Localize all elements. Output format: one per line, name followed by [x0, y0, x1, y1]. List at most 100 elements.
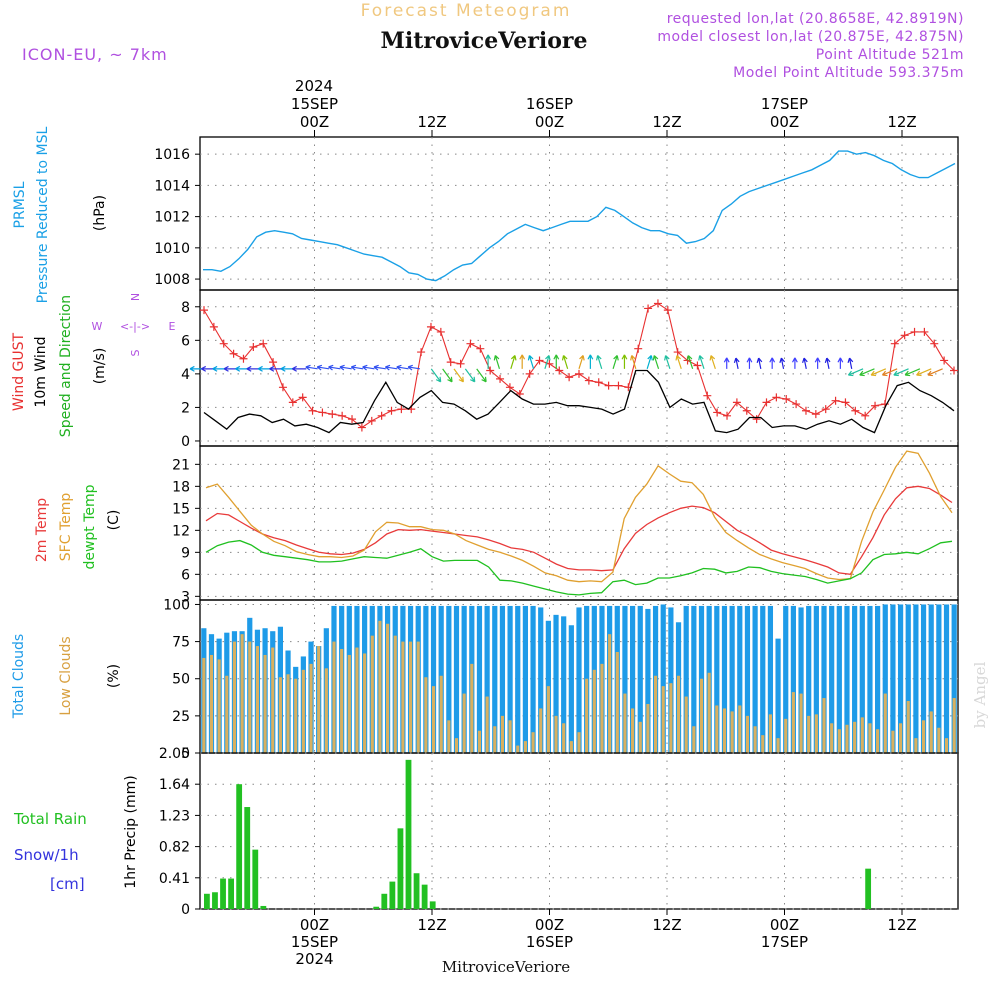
total-cloud-bar [760, 605, 766, 753]
low-cloud-bar [416, 641, 420, 753]
wind-direction-arrow [630, 355, 637, 370]
bottom-hour-label: 00Z [535, 916, 564, 934]
low-cloud-bar [424, 677, 428, 753]
total-cloud-bar [821, 605, 827, 753]
wind-direction-arrow [464, 368, 476, 383]
rain-bar [373, 906, 380, 909]
gust-marker [348, 415, 357, 424]
total-cloud-bar [430, 605, 437, 753]
y-tick-label: 0.82 [159, 840, 190, 856]
bottom-hour-label: 12Z [417, 916, 446, 934]
gust-marker [426, 322, 435, 331]
panel-frame [199, 136, 959, 291]
rain-bar [421, 884, 428, 909]
top-year-label: 2024 [295, 77, 333, 95]
rain-bar [865, 868, 872, 909]
wind-direction-arrow [519, 354, 526, 369]
low-cloud-bar [378, 620, 382, 753]
low-cloud-bar [860, 717, 864, 753]
gust-marker [496, 374, 505, 383]
low-cloud-bar [454, 738, 459, 753]
wind-direction-arrow [612, 355, 619, 370]
t2m-label: 2m Temp [34, 498, 50, 562]
wind-direction-arrow [578, 355, 585, 370]
low-cloud-bar [761, 735, 765, 753]
gust-marker [259, 339, 268, 348]
gust-marker [584, 376, 593, 385]
low-cloud-bar [608, 634, 612, 753]
model-altitude: Model Point Altitude 593.375m [733, 65, 964, 81]
temp-unit: (C) [106, 510, 122, 531]
compass-west: W [92, 320, 103, 333]
total-cloud-bar [729, 605, 735, 753]
wind-unit: (m/s) [92, 348, 108, 385]
panel-frame [199, 752, 959, 910]
wind-direction-arrow [698, 355, 705, 370]
bottom-date-label: 16SEP [526, 933, 573, 951]
wind-direction-arrow [893, 368, 909, 377]
low-cloud-bar [646, 703, 650, 753]
low-cloud-bar [730, 711, 734, 753]
top-hour-label: 12Z [417, 113, 446, 131]
gust-marker [663, 306, 672, 315]
low-cloud-bar [830, 723, 834, 753]
low-cloud-bar [232, 641, 237, 753]
top-hour-label: 00Z [535, 113, 564, 131]
gust-marker [229, 349, 238, 358]
total-cloud-bar [882, 604, 888, 753]
model-label: ICON-EU, ~ 7km [22, 45, 168, 64]
gust-marker [821, 405, 830, 414]
rain-bar [228, 878, 234, 909]
low-cloud-bar [462, 693, 466, 753]
low-cloud-bar [899, 723, 903, 753]
total-cloud-bar [813, 605, 819, 753]
wind-direction-arrow [305, 364, 318, 371]
wind-direction-arrow [646, 355, 653, 370]
gust-marker [436, 327, 445, 336]
cloud-panel: 0 25 50 75 100 [163, 597, 959, 762]
y-tick-label: 12 [172, 523, 190, 539]
low-cloud-bar [944, 738, 949, 753]
low-cloud-bar [370, 635, 374, 753]
total-cloud-bar [492, 605, 498, 753]
total-cloud-bar [905, 604, 911, 753]
prmsl-subtitle: Pressure Reduced to MSL [35, 126, 51, 303]
bottom-hour-label: 00Z [300, 916, 329, 934]
gust-marker [900, 331, 909, 340]
total-cloud-bar [645, 608, 651, 753]
precip-panel: 0 0.41 0.82 1.23 1.64 2.05 [159, 746, 959, 918]
wind-direction-arrow [430, 368, 442, 383]
total-cloud-bar [752, 605, 758, 753]
low-cloud-bar [937, 727, 941, 753]
total-cloud-bar [852, 605, 858, 753]
low-cloud-bar [355, 647, 359, 753]
gust-marker [575, 369, 583, 378]
low-cloud-bar [631, 708, 635, 753]
low-cloud-bar [278, 677, 282, 753]
gust-marker [950, 366, 958, 375]
total-cloud-bar [576, 607, 582, 753]
wind-direction-arrow [904, 368, 921, 377]
gust-marker [723, 411, 732, 420]
gust-marker [762, 398, 771, 407]
wind-direction-arrow [859, 368, 875, 377]
low-cloud-bar [324, 668, 328, 753]
y-tick-label: 75 [172, 635, 190, 651]
y-tick-label: 3 [181, 589, 190, 605]
rain-bar [252, 849, 259, 909]
y-tick-label: 1016 [154, 147, 190, 163]
rain-bar [381, 893, 388, 909]
y-tick-label: 0 [181, 902, 190, 918]
gust-marker [644, 304, 653, 313]
wind-direction-arrow [493, 355, 501, 370]
y-tick-label: 9 [181, 545, 190, 561]
wind-direction-arrow [291, 365, 307, 372]
low-cloud-bar [531, 732, 535, 753]
low-cloud-bar [692, 726, 696, 753]
dewpt-label: dewpt Temp [82, 484, 98, 569]
low-cloud-bar [493, 726, 497, 753]
low-cloud-bar [807, 715, 811, 753]
total-cloud-bar [568, 625, 574, 753]
wind-dir-label: Speed and Direction [58, 295, 74, 437]
total-cloud-bar [767, 605, 774, 753]
